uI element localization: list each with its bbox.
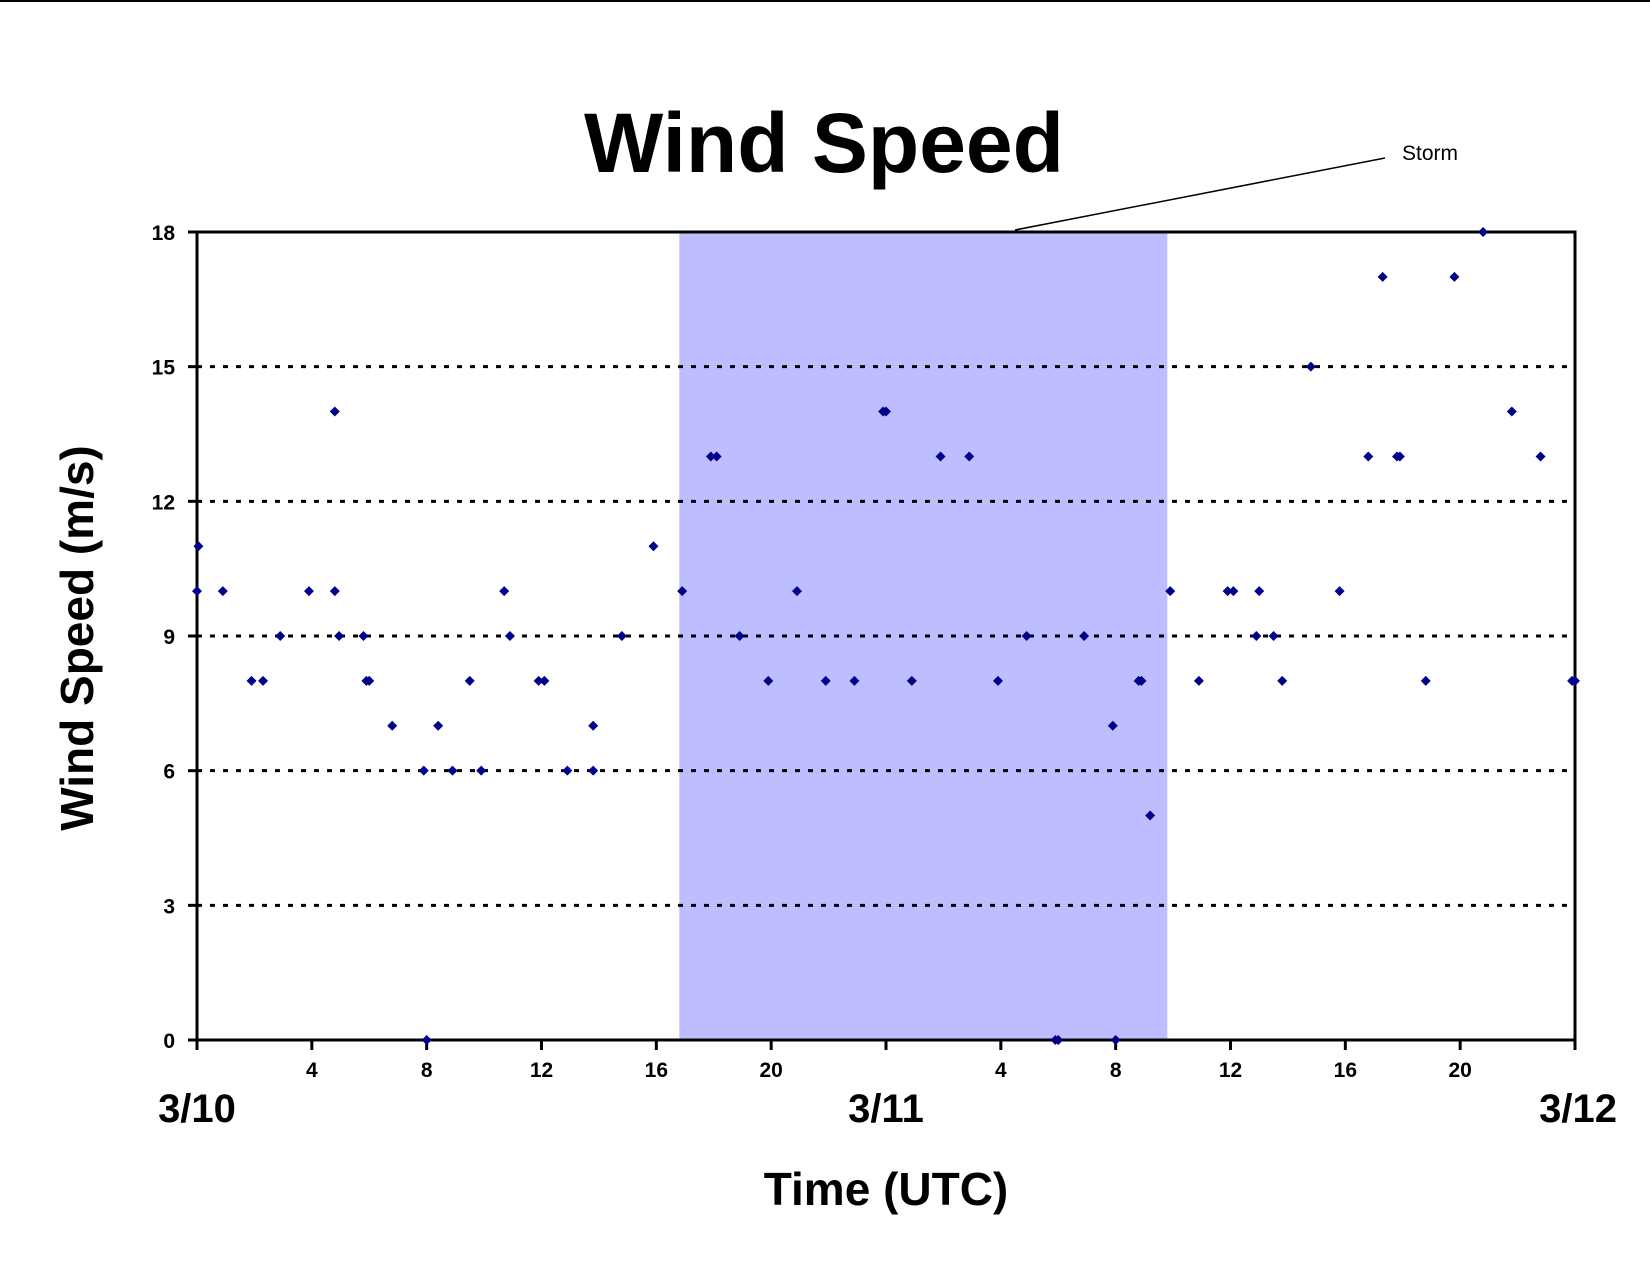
x-tick-label: 20	[759, 1059, 782, 1082]
data-point	[1535, 451, 1546, 462]
x-tick-labels: 4 8 12 16 20 4 8 12 16 20	[306, 1059, 1472, 1082]
x-axis-title: Time (UTC)	[764, 1163, 1009, 1215]
data-point	[1107, 720, 1118, 731]
data-point	[734, 631, 745, 641]
data-point	[418, 765, 429, 776]
x-tick-label: 4	[306, 1059, 318, 1082]
data-point	[258, 675, 269, 686]
x-tick-label: 20	[1448, 1059, 1471, 1082]
data-point	[1021, 631, 1032, 641]
data-point	[1268, 631, 1279, 641]
y-tick-label: 6	[163, 761, 175, 784]
x-tick-label: 8	[421, 1059, 433, 1082]
data-point	[1053, 1035, 1064, 1045]
data-point	[433, 720, 444, 731]
data-point	[1251, 631, 1262, 641]
x-tick-label: 12	[1219, 1059, 1242, 1082]
x-tick-label: 4	[995, 1059, 1007, 1082]
data-point	[792, 586, 803, 597]
data-point	[588, 765, 599, 776]
y-tick-label: 18	[152, 222, 176, 245]
data-point	[1420, 675, 1431, 686]
date-label: 3/10	[158, 1087, 236, 1131]
data-point	[539, 675, 550, 686]
data-point	[476, 765, 487, 776]
data-point	[1363, 451, 1374, 462]
data-point	[533, 675, 544, 686]
data-point	[1506, 406, 1517, 417]
data-point	[1136, 675, 1147, 686]
data-point	[504, 631, 515, 641]
storm-annotation-label: Storm	[1402, 142, 1458, 165]
data-point	[562, 765, 573, 776]
x-tick-label: 16	[645, 1059, 668, 1082]
data-point	[1570, 675, 1580, 686]
data-point	[711, 451, 722, 462]
data-point	[193, 541, 204, 552]
data-point	[246, 675, 257, 686]
data-point	[387, 720, 398, 731]
data-point	[358, 631, 369, 641]
data-point	[1165, 586, 1176, 597]
chart-title: Wind Speed	[584, 96, 1064, 190]
x-tick-label: 16	[1334, 1059, 1357, 1082]
gridlines	[197, 365, 1575, 907]
data-point	[499, 586, 510, 597]
data-point	[1110, 1035, 1121, 1045]
data-point	[192, 586, 202, 597]
data-points	[192, 227, 1580, 1045]
date-label: 3/12	[1539, 1087, 1617, 1131]
data-point	[1079, 631, 1090, 641]
data-point	[881, 406, 891, 417]
data-point	[364, 675, 375, 686]
data-point	[1145, 810, 1156, 821]
data-point	[588, 720, 599, 731]
data-point	[849, 675, 860, 686]
date-labels: 3/10 3/11 3/12	[158, 1087, 1617, 1131]
data-point	[935, 451, 946, 462]
x-tick-label: 12	[530, 1059, 553, 1082]
data-point	[906, 675, 917, 686]
data-point	[421, 1035, 432, 1045]
y-tick-label: 3	[163, 895, 175, 918]
data-point	[275, 631, 286, 641]
data-point	[1228, 586, 1239, 597]
y-tick-labels: 0 3 6 9 12 15 18	[152, 222, 176, 1053]
y-tick-label: 15	[152, 357, 176, 380]
data-point	[763, 675, 774, 686]
data-point	[447, 765, 458, 776]
data-point	[329, 586, 340, 597]
data-point	[820, 675, 831, 686]
data-point	[464, 675, 475, 686]
data-point	[1305, 361, 1316, 372]
data-point	[217, 586, 228, 597]
y-tick-label: 12	[152, 491, 175, 514]
data-point	[334, 631, 345, 641]
data-point	[1277, 675, 1288, 686]
y-tick-label: 9	[163, 626, 175, 649]
y-tick-label: 0	[163, 1030, 175, 1053]
y-axis-title: Wind Speed (m/s)	[51, 445, 103, 831]
x-tick-label: 8	[1110, 1059, 1122, 1082]
data-point	[303, 586, 314, 597]
data-point	[1222, 586, 1233, 597]
data-point	[648, 541, 659, 552]
axis-ticks	[188, 230, 1577, 1050]
data-point	[329, 406, 340, 417]
data-point	[1254, 586, 1265, 597]
data-point	[705, 451, 716, 462]
data-point	[1478, 227, 1489, 237]
data-point	[677, 586, 688, 597]
data-point	[1377, 271, 1388, 282]
data-point	[964, 451, 975, 462]
data-point	[1193, 675, 1204, 686]
data-point	[1394, 451, 1405, 462]
data-point	[1334, 586, 1345, 597]
date-label: 3/11	[848, 1087, 924, 1131]
data-point	[992, 675, 1003, 686]
storm-annotation-leader	[1014, 157, 1386, 231]
data-point	[1449, 271, 1460, 282]
data-point	[616, 631, 627, 641]
